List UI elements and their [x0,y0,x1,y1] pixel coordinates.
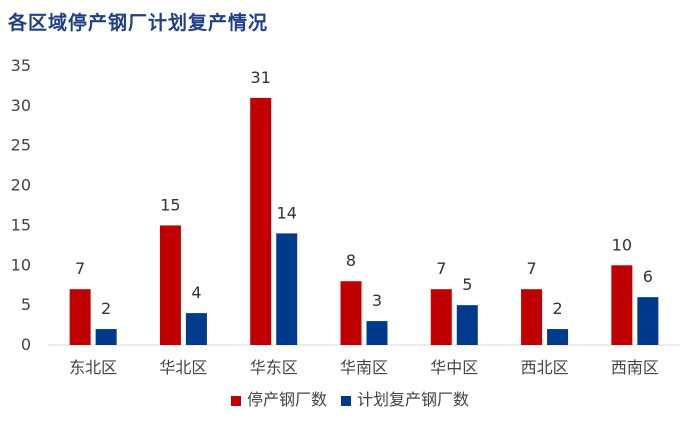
bar-resume-2 [276,233,298,345]
bar-resume-1 [185,313,207,345]
data-label: 7 [436,259,446,278]
data-label: 5 [462,275,472,294]
data-label: 3 [372,291,382,310]
x-category-label: 华东区 [250,358,298,377]
x-category-label: 西南区 [611,358,659,377]
y-tick-label: 15 [11,215,31,234]
bar-halted-1 [159,225,181,345]
y-axis-ticks: 0 5 10 15 20 25 30 35 [11,56,31,354]
legend-label: 停产钢厂数 [247,390,327,409]
data-label: 4 [191,283,201,302]
x-axis-category-labels: 东北区 华北区 华东区 华南区 华中区 西北区 西南区 [69,358,659,377]
data-label: 14 [277,203,297,222]
bar-halted-3 [340,281,362,345]
legend-swatch [341,396,351,406]
y-tick-label: 30 [11,96,31,115]
data-label: 2 [552,299,562,318]
bar-resume-0 [95,329,117,345]
bar-halted-2 [250,97,272,345]
bar-halted-4 [430,289,452,345]
x-category-label: 西北区 [521,358,569,377]
data-label: 7 [526,259,536,278]
bar-halted-6 [611,265,633,345]
data-label: 31 [251,68,271,87]
legend-label: 计划复产钢厂数 [357,390,469,409]
y-tick-label: 0 [21,335,31,354]
data-label: 6 [643,267,653,286]
bar-resume-5 [547,329,569,345]
bar-halted-0 [69,289,91,345]
data-label: 2 [101,299,111,318]
bar-resume-6 [637,297,659,345]
chart-title: 各区域停产钢厂计划复产情况 [8,12,269,34]
legend-swatch [231,396,241,406]
bar-resume-4 [456,305,478,345]
x-category-label: 华北区 [159,358,207,377]
x-category-label: 华南区 [340,358,388,377]
y-tick-label: 20 [11,176,31,195]
x-category-label: 东北区 [69,358,117,377]
legend: 停产钢厂数 计划复产钢厂数 [231,390,469,409]
y-tick-label: 25 [11,136,31,155]
y-tick-label: 5 [21,295,31,314]
bar-halted-5 [521,289,543,345]
bars-group [69,97,659,345]
y-tick-label: 10 [11,255,31,274]
x-category-label: 华中区 [430,358,478,377]
data-label: 8 [346,251,356,270]
data-label: 7 [75,259,85,278]
y-tick-label: 35 [11,56,31,75]
data-label: 15 [160,195,180,214]
bar-resume-3 [366,321,388,345]
data-label: 10 [612,235,632,254]
